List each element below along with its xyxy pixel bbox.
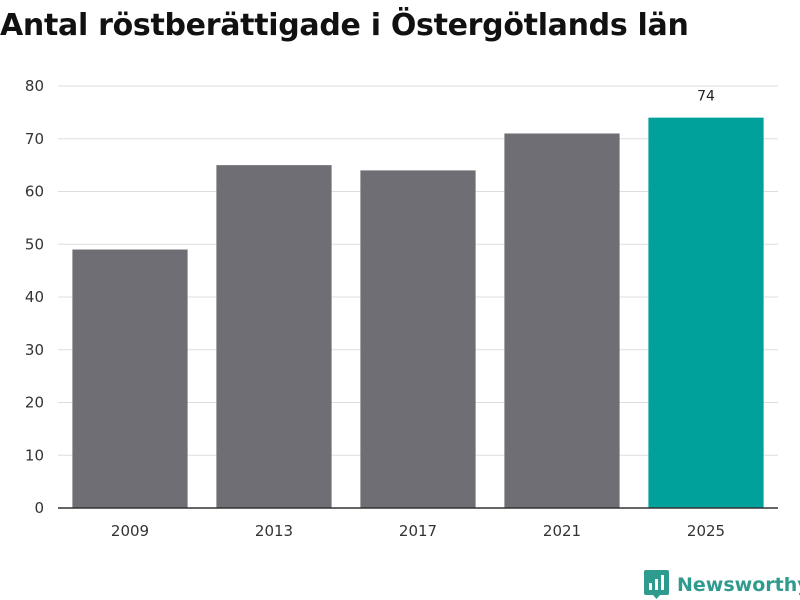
x-tick-label: 2021 [543, 522, 581, 540]
bar [360, 170, 476, 508]
y-tick-label: 10 [25, 446, 44, 464]
brand-logo: Newsworthy [644, 570, 800, 599]
y-tick-label: 70 [25, 130, 44, 148]
bar [648, 117, 764, 509]
y-tick-label: 0 [34, 499, 44, 517]
bar-chart: 0 10 20 30 40 50 60 70 80 2009 2013 2017 2021 2025 7… [25, 77, 778, 540]
x-tick-label: 2025 [687, 522, 725, 540]
chart-title: Antal röstberättigade i Östergötlands lä… [0, 8, 689, 43]
bar [504, 133, 620, 508]
y-tick-label: 40 [25, 288, 44, 306]
bars [72, 117, 764, 509]
data-labels: 74 [697, 89, 715, 105]
x-tick-label: 2013 [255, 522, 293, 540]
y-axis-ticks: 0 10 20 30 40 50 60 70 80 [25, 77, 44, 517]
bar [216, 165, 332, 508]
y-tick-label: 60 [25, 183, 44, 201]
newsworthy-logo-icon [644, 570, 669, 599]
x-tick-label: 2009 [111, 522, 149, 540]
y-tick-label: 20 [25, 394, 44, 412]
y-tick-label: 30 [25, 341, 44, 359]
y-tick-label: 50 [25, 235, 44, 253]
x-axis-ticks: 2009 2013 2017 2021 2025 [111, 522, 725, 540]
brand-name: Newsworthy [677, 573, 800, 596]
x-tick-label: 2017 [399, 522, 437, 540]
bar [72, 249, 188, 508]
data-label: 74 [697, 89, 715, 105]
y-tick-label: 80 [25, 77, 44, 95]
